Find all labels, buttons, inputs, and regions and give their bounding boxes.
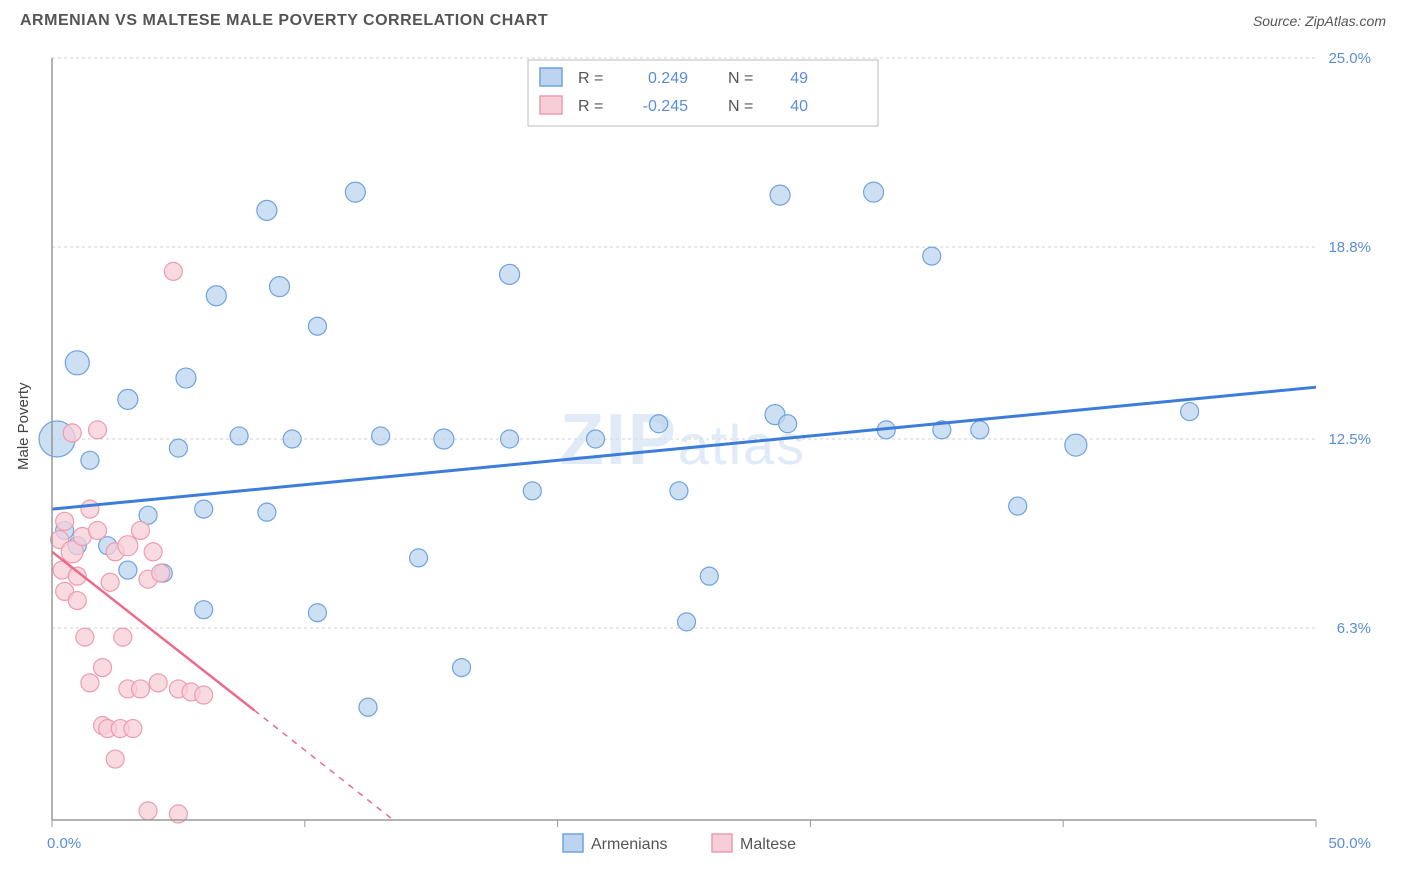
svg-text:6.3%: 6.3% [1337, 620, 1371, 637]
svg-text:50.0%: 50.0% [1328, 835, 1371, 852]
svg-text:0.0%: 0.0% [47, 835, 81, 852]
svg-text:R =: R = [578, 98, 603, 115]
svg-text:Maltese: Maltese [740, 836, 796, 853]
chart-area: Male Poverty 6.3%12.5%18.8%25.0%ZIPatlas… [20, 50, 1386, 870]
svg-text:-0.245: -0.245 [643, 98, 688, 115]
svg-text:12.5%: 12.5% [1328, 431, 1371, 448]
source-label: Source: ZipAtlas.com [1253, 13, 1386, 29]
chart-title: ARMENIAN VS MALTESE MALE POVERTY CORRELA… [20, 12, 548, 30]
title-bar: ARMENIAN VS MALTESE MALE POVERTY CORRELA… [0, 0, 1406, 38]
svg-text:R =: R = [578, 70, 603, 87]
svg-text:0.249: 0.249 [648, 70, 688, 87]
svg-text:N =: N = [728, 98, 753, 115]
svg-text:49: 49 [790, 70, 808, 87]
svg-text:18.8%: 18.8% [1328, 239, 1371, 256]
svg-text:25.0%: 25.0% [1328, 50, 1371, 67]
svg-text:N =: N = [728, 70, 753, 87]
y-axis-label: Male Poverty [15, 382, 32, 470]
scatter-chart: 6.3%12.5%18.8%25.0%ZIPatlas0.0%50.0%R =0… [20, 50, 1386, 870]
svg-text:Armenians: Armenians [591, 836, 667, 853]
svg-text:40: 40 [790, 98, 808, 115]
